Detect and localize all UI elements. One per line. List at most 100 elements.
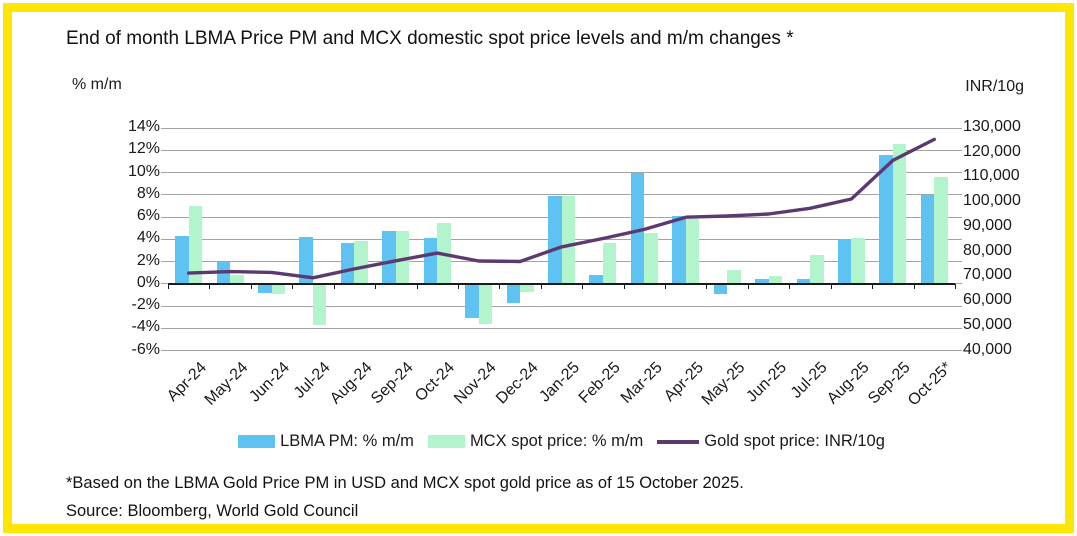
bar-mcx-Jul-25 bbox=[810, 254, 824, 284]
bar-lbma-Mar-25 bbox=[630, 172, 645, 284]
gridline bbox=[161, 305, 962, 307]
x-axis-tick bbox=[955, 283, 956, 289]
x-axis-label: Oct-25* bbox=[904, 359, 956, 410]
gridline bbox=[161, 350, 962, 351]
gridline bbox=[161, 172, 962, 173]
bar-mcx-Jan-25 bbox=[561, 195, 575, 284]
bar-lbma-Oct-25* bbox=[920, 194, 935, 284]
left-axis-tick-label: 14% bbox=[127, 118, 160, 135]
bar-mcx-Sep-24 bbox=[395, 231, 410, 284]
x-axis-label: Aug-24 bbox=[326, 359, 376, 408]
x-axis-label: Oct-24 bbox=[412, 359, 459, 405]
right-axis-tick-label: 40,000 bbox=[963, 340, 1012, 358]
x-axis-tick bbox=[292, 283, 294, 289]
bar-mcx-Sep-25 bbox=[892, 143, 907, 284]
gold-line-swatch-icon bbox=[657, 439, 700, 444]
left-axis-tick-label: 2% bbox=[136, 251, 160, 269]
left-axis-tick-label: 10% bbox=[127, 162, 160, 180]
bar-mcx-May-24 bbox=[230, 274, 244, 284]
bar-mcx-Apr-25 bbox=[685, 219, 700, 284]
x-axis-tick bbox=[623, 283, 625, 289]
left-axis-tick-label: 4% bbox=[136, 229, 160, 247]
x-axis-label: Aug-25 bbox=[823, 359, 873, 408]
x-axis-label: Sep-24 bbox=[368, 359, 417, 408]
left-axis-tick-label: 0% bbox=[136, 273, 160, 291]
bar-lbma-Jul-25 bbox=[796, 279, 811, 284]
chart-title: End of month LBMA Price PM and MCX domes… bbox=[66, 28, 794, 49]
left-axis-tick-label: 12% bbox=[127, 140, 160, 158]
bar-mcx-Aug-24 bbox=[354, 241, 368, 284]
x-axis-tick bbox=[789, 283, 791, 289]
legend-item-goldline: Gold spot price: INR/10g bbox=[657, 432, 885, 451]
x-axis-label: Jan-25 bbox=[535, 359, 583, 406]
x-axis-label: Jun-24 bbox=[245, 359, 293, 406]
bar-lbma-Nov-24 bbox=[465, 283, 479, 319]
x-axis-tick bbox=[168, 283, 169, 289]
bar-lbma-Sep-25 bbox=[879, 154, 893, 284]
gridline bbox=[161, 127, 962, 129]
bar-mcx-Jul-24 bbox=[312, 283, 327, 325]
right-axis-tick-label: 90,000 bbox=[963, 216, 1012, 234]
gridline bbox=[161, 327, 962, 329]
right-axis-tick-label: 110,000 bbox=[963, 167, 1020, 185]
right-axis-tick-label: 70,000 bbox=[963, 266, 1012, 284]
x-axis-label: Jun-25 bbox=[743, 359, 790, 406]
x-axis-tick bbox=[747, 283, 749, 289]
source-credit: Source: Bloomberg, World Gold Council bbox=[66, 502, 359, 520]
bar-lbma-Oct-24 bbox=[423, 238, 438, 284]
x-axis-label: Nov-24 bbox=[451, 359, 500, 408]
x-axis-tick bbox=[375, 283, 377, 289]
left-axis-tick-label: 8% bbox=[136, 184, 160, 202]
bar-mcx-May-25 bbox=[727, 270, 741, 284]
x-axis-tick bbox=[665, 283, 667, 289]
legend-item-lbma: LBMA PM: % m/m bbox=[238, 432, 414, 451]
bar-lbma-Dec-24 bbox=[506, 283, 521, 303]
bar-mcx-Feb-25 bbox=[602, 242, 617, 284]
bar-lbma-Aug-25 bbox=[837, 239, 852, 284]
x-axis-tick bbox=[706, 283, 708, 289]
left-axis-tick-label: -6% bbox=[131, 340, 160, 358]
x-axis-tick bbox=[540, 283, 542, 289]
left-axis-tick-label: -2% bbox=[131, 296, 160, 313]
bar-mcx-Jun-25 bbox=[768, 275, 783, 284]
x-axis-tick bbox=[209, 283, 211, 289]
bar-lbma-Feb-25 bbox=[589, 274, 603, 284]
x-axis-line bbox=[168, 282, 955, 285]
x-axis-label: Sep-25 bbox=[865, 359, 914, 408]
right-axis-tick-label: 100,000 bbox=[963, 192, 1021, 210]
x-axis-label: Feb-25 bbox=[576, 359, 624, 407]
x-axis-label: May-25 bbox=[698, 359, 749, 409]
bar-lbma-May-25 bbox=[713, 283, 728, 294]
mcx-bar-swatch-icon bbox=[427, 435, 465, 448]
gridline bbox=[161, 149, 962, 151]
bar-lbma-Aug-24 bbox=[340, 242, 355, 284]
bar-lbma-Jul-24 bbox=[299, 237, 313, 284]
legend-label-lbma: LBMA PM: % m/m bbox=[280, 432, 414, 450]
x-axis-tick bbox=[872, 283, 874, 289]
right-axis-tick-label: 60,000 bbox=[963, 291, 1012, 309]
x-axis-tick bbox=[582, 283, 584, 289]
right-axis-tick-label: 50,000 bbox=[963, 315, 1012, 333]
x-axis-tick bbox=[913, 283, 915, 289]
bar-lbma-Apr-24 bbox=[175, 235, 189, 284]
x-axis-tick bbox=[457, 283, 459, 289]
right-axis-tick-label: 80,000 bbox=[963, 241, 1012, 259]
x-axis-label: Dec-24 bbox=[492, 359, 542, 408]
lbma-bar-swatch-icon bbox=[238, 435, 276, 448]
x-axis-tick bbox=[499, 283, 501, 289]
x-axis-tick bbox=[250, 283, 252, 289]
footnote: *Based on the LBMA Gold Price PM in USD … bbox=[66, 474, 744, 492]
x-axis-label: May-24 bbox=[201, 359, 252, 409]
bar-lbma-Apr-25 bbox=[672, 215, 686, 284]
legend-label-goldline: Gold spot price: INR/10g bbox=[704, 432, 885, 450]
bar-mcx-Jun-24 bbox=[271, 283, 286, 294]
x-axis-tick bbox=[830, 283, 832, 289]
bar-mcx-Oct-25* bbox=[934, 176, 948, 284]
bar-lbma-Jun-24 bbox=[258, 283, 272, 293]
left-axis-tick-label: -4% bbox=[131, 318, 160, 336]
bar-lbma-Sep-24 bbox=[382, 231, 396, 284]
right-axis-title: INR/10g bbox=[965, 78, 1024, 95]
x-axis-tick bbox=[416, 283, 418, 289]
